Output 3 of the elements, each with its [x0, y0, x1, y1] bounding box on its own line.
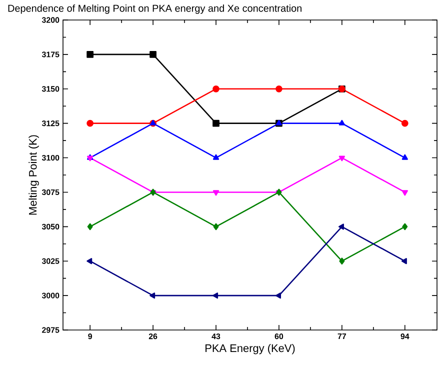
chart-title: Dependence of Melting Point on PKA energy and Xe concentration — [8, 4, 302, 14]
y-axis-title: Melting Point (K) — [28, 135, 39, 215]
x-axis-title: PKA Energy (KeV) — [206, 344, 295, 354]
